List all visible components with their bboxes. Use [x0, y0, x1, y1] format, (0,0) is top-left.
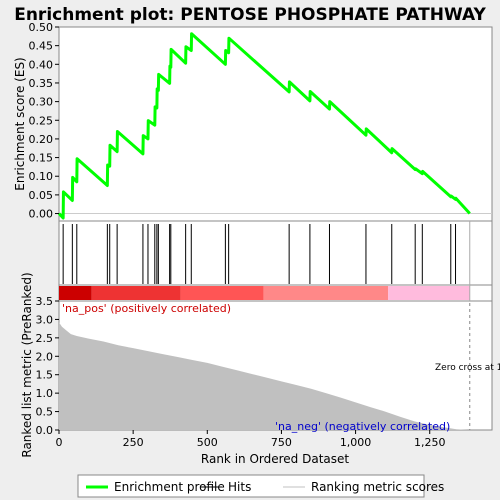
es-ytick-label-5: 0.25 [29, 114, 54, 127]
legend [77, 474, 425, 498]
ranking-axis-title: Ranked list metric (PreRanked) [20, 272, 34, 457]
hits-panel [58, 220, 493, 286]
color-bar-segment-0 [59, 286, 92, 300]
es-ytick-label-3: 0.35 [29, 77, 54, 90]
color-bar [59, 286, 470, 300]
xtick-label-0: 0 [56, 436, 63, 449]
rank-ytick-label-5: 1.0 [36, 387, 54, 400]
xtick-label-5: 1,250 [414, 436, 446, 449]
rank-ytick-label-6: 0.5 [36, 406, 54, 419]
enrichment-panel [58, 26, 493, 222]
rank-ytick-label-2: 2.5 [36, 332, 54, 345]
es-ytick-label-6: 0.20 [29, 133, 54, 146]
legend-label-1: Hits [228, 480, 251, 494]
pos-correlated-label: 'na_pos' (positively correlated) [62, 302, 231, 315]
color-bar-segment-4 [388, 286, 470, 300]
rank-ytick-label-0: 3.5 [36, 295, 54, 308]
xtick-label-1: 250 [123, 436, 144, 449]
ranking-metric-fill [59, 322, 470, 430]
axis-ticks: 0.500.450.400.350.300.250.200.150.100.05… [29, 21, 446, 449]
color-bar-segment-1 [91, 286, 181, 300]
xtick-label-2: 500 [197, 436, 218, 449]
zero-cross-label: Zero cross at 1 [435, 363, 500, 373]
es-ytick-label-0: 0.50 [29, 21, 54, 34]
enrichment-profile [57, 32, 492, 220]
legend-label-2: Ranking metric scores [311, 480, 444, 494]
es-axis-title: Enrichment score (ES) [13, 57, 27, 190]
es-ytick-label-8: 0.10 [29, 170, 54, 183]
color-bar-segment-3 [263, 286, 389, 300]
rank-ytick-label-1: 3.0 [36, 313, 54, 326]
neg-correlated-label: 'na_neg' (negatively correlated) [275, 420, 450, 433]
rank-ytick-label-4: 1.5 [36, 369, 54, 382]
es-ytick-label-7: 0.15 [29, 152, 54, 165]
xtick-label-4: 1,000 [340, 436, 372, 449]
legend-label-0: Enrichment profile [114, 480, 225, 494]
rank-ytick-label-3: 2.0 [36, 350, 54, 363]
es-ytick-label-2: 0.40 [29, 58, 54, 71]
enrichment-profile-line [57, 32, 471, 220]
color-bar-segment-2 [180, 286, 264, 300]
rank-ytick-label-7: 0.0 [36, 424, 54, 437]
hit-markers [62, 224, 457, 284]
es-ytick-label-10: 0.00 [29, 208, 54, 221]
x-axis-title: Rank in Ordered Dataset [201, 452, 349, 466]
legend-entries: Enrichment profile Hits Ranking metric sco… [86, 480, 444, 494]
es-ytick-label-1: 0.45 [29, 40, 54, 53]
chart-title: Enrichment plot: PENTOSE PHOSPHATE PATHW… [14, 5, 486, 25]
es-ytick-label-4: 0.30 [29, 96, 54, 109]
xtick-label-3: 750 [271, 436, 292, 449]
es-ytick-label-9: 0.05 [29, 189, 54, 202]
ranking-metric-area [59, 221, 471, 430]
